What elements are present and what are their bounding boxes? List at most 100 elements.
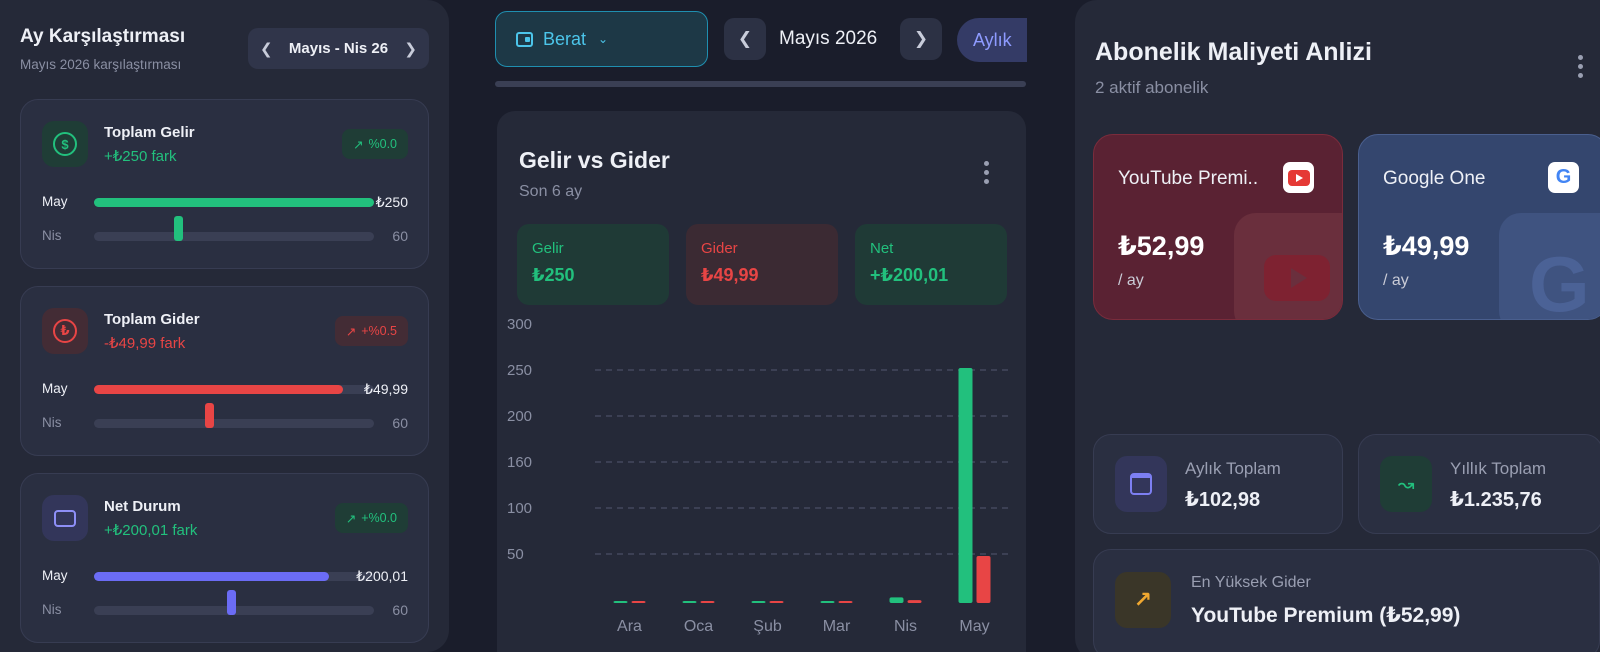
- previous-value: 60: [392, 415, 408, 431]
- more-vertical-icon[interactable]: [984, 161, 989, 188]
- chart-title: Gelir vs Gider: [519, 147, 670, 173]
- x-tick-label: Ara: [617, 618, 642, 635]
- y-tick-label: 100: [507, 500, 532, 517]
- previous-value: 60: [392, 602, 408, 618]
- card-diff: -₺49,99 fark: [104, 335, 186, 352]
- comparison-title: Ay Karşılaştırması: [20, 26, 186, 47]
- wallet-icon: [516, 31, 533, 47]
- y-tick-label: 160: [507, 454, 532, 471]
- top-expense-value: YouTube Premium (₺52,99): [1191, 604, 1461, 627]
- bar-expense-Oca: [700, 601, 715, 603]
- subscription-period: / ay: [1383, 272, 1409, 289]
- chevron-right-icon[interactable]: ❯: [404, 40, 417, 58]
- subscription-card-youtube[interactable]: YouTube Premi.. ₺52,99 / ay: [1093, 134, 1343, 320]
- prev-month-button[interactable]: ❮: [724, 18, 766, 60]
- net-comparison-card[interactable]: Net Durum +₺200,01 fark ↗ +%0.0 May ₺200,…: [20, 473, 429, 643]
- x-tick-label: Mar: [823, 618, 851, 635]
- bar-expense-Şub: [769, 601, 784, 603]
- card-name: Toplam Gelir: [104, 124, 195, 141]
- current-bar-track: [94, 198, 374, 207]
- comparison-subtitle: Mayıs 2026 karşılaştırması: [20, 57, 182, 72]
- more-vertical-icon[interactable]: [1578, 55, 1583, 82]
- bar-income-Mar: [820, 601, 835, 603]
- comparison-range-label: Mayıs - Nis 26: [288, 40, 389, 57]
- subscription-price: ₺49,99: [1383, 231, 1470, 261]
- comparison-range-selector[interactable]: ❮ Mayıs - Nis 26 ❯: [248, 28, 429, 69]
- toolbar-divider: [495, 81, 1026, 87]
- google-watermark-icon: G: [1499, 213, 1600, 319]
- change-badge: ↗ +%0.5: [334, 316, 408, 346]
- subscription-cost-panel: [1075, 0, 1600, 652]
- current-month-label: May: [42, 381, 68, 396]
- current-bar-fill: [94, 198, 374, 207]
- current-bar-track: [94, 572, 374, 581]
- x-tick-label: Şub: [753, 618, 782, 635]
- youtube-icon: [1283, 162, 1314, 193]
- card-diff: +₺250 fark: [104, 148, 177, 165]
- subscription-title: Abonelik Maliyeti Anlizi: [1095, 38, 1372, 66]
- yearly-total-value: ₺1.235,76: [1450, 489, 1542, 511]
- bar-income-Nis: [889, 597, 904, 603]
- previous-bar-marker: [227, 590, 237, 615]
- wallet-icon: [42, 495, 88, 541]
- monthly-total-label: Aylık Toplam: [1185, 459, 1281, 478]
- card-name: Net Durum: [104, 498, 181, 515]
- subscription-name: YouTube Premi..: [1118, 168, 1259, 189]
- subscription-price: ₺52,99: [1118, 231, 1205, 261]
- expense-label: Gider: [701, 240, 738, 257]
- wallet-selector[interactable]: Berat ⌄: [495, 11, 708, 67]
- bar-expense-Mar: [838, 601, 853, 603]
- top-expense-label: En Yüksek Gider: [1191, 574, 1311, 591]
- bar-expense-May: [976, 556, 991, 603]
- subscription-period: / ay: [1118, 272, 1144, 289]
- current-month-label: May: [42, 568, 68, 583]
- yearly-total-card: ↝ Yıllık Toplam ₺1.235,76: [1358, 434, 1600, 534]
- dollar-cycle-icon: $: [42, 121, 88, 167]
- card-diff: +₺200,01 fark: [104, 522, 198, 539]
- subscription-card-google-one[interactable]: G Google One G ₺49,99 / ay: [1358, 134, 1600, 320]
- previous-value: 60: [392, 228, 408, 244]
- expense-value: ₺49,99: [701, 265, 759, 285]
- current-value: ₺200,01: [356, 568, 408, 584]
- income-comparison-card[interactable]: $ Toplam Gelir +₺250 fark ↗ %0.0 May ₺250…: [20, 99, 429, 269]
- y-tick-label: 200: [507, 408, 532, 425]
- bar-expense-Ara: [631, 601, 646, 603]
- bar-income-Şub: [751, 601, 766, 603]
- change-badge: ↗ %0.0: [342, 129, 408, 159]
- next-month-button[interactable]: ❯: [900, 18, 942, 60]
- chevron-right-icon: ❯: [913, 29, 929, 48]
- net-value: +₺200,01: [870, 265, 949, 285]
- chart-subtitle: Son 6 ay: [519, 183, 583, 200]
- bar-income-Oca: [682, 601, 697, 603]
- top-expense-card: ↗ En Yüksek Gider YouTube Premium (₺52,9…: [1093, 549, 1600, 652]
- income-label: Gelir: [532, 240, 564, 257]
- previous-bar-track: [94, 419, 374, 428]
- current-bar-fill: [94, 572, 330, 581]
- trend-up-icon: ↗: [345, 511, 357, 526]
- income-expense-bar-chart: 300 250 200 160 100 50 Ara Oca Şub Mar Nis May: [507, 316, 1009, 635]
- previous-bar-marker: [204, 403, 214, 428]
- y-tick-label: 250: [507, 362, 532, 379]
- current-value: ₺250: [375, 194, 408, 210]
- calendar-icon: [1115, 456, 1167, 512]
- google-icon: G: [1548, 162, 1579, 193]
- x-tick-label: Nis: [894, 618, 917, 635]
- trending-up-icon: ↗: [1115, 572, 1171, 628]
- expense-summary-box: Gider ₺49,99: [686, 224, 838, 305]
- youtube-watermark-icon: [1234, 213, 1342, 319]
- previous-bar-track: [94, 232, 374, 241]
- previous-month-label: Nis: [42, 602, 62, 617]
- month-comparison-panel: Ay Karşılaştırması Mayıs 2026 karşılaştı…: [0, 0, 449, 652]
- y-tick-label: 50: [507, 546, 524, 563]
- net-label: Net: [870, 240, 894, 257]
- current-bar-track: [94, 385, 374, 394]
- period-mode-toggle[interactable]: Aylık: [957, 18, 1027, 62]
- net-summary-box: Net +₺200,01: [855, 224, 1007, 305]
- chevron-left-icon[interactable]: ❮: [260, 40, 273, 58]
- current-value: ₺49,99: [364, 381, 408, 397]
- current-bar-fill: [94, 385, 344, 394]
- previous-month-label: Nis: [42, 415, 62, 430]
- card-name: Toplam Gider: [104, 311, 200, 328]
- bar-income-Ara: [613, 601, 628, 603]
- expense-comparison-card[interactable]: ₺ Toplam Gider -₺49,99 fark ↗ +%0.5 May ₺…: [20, 286, 429, 456]
